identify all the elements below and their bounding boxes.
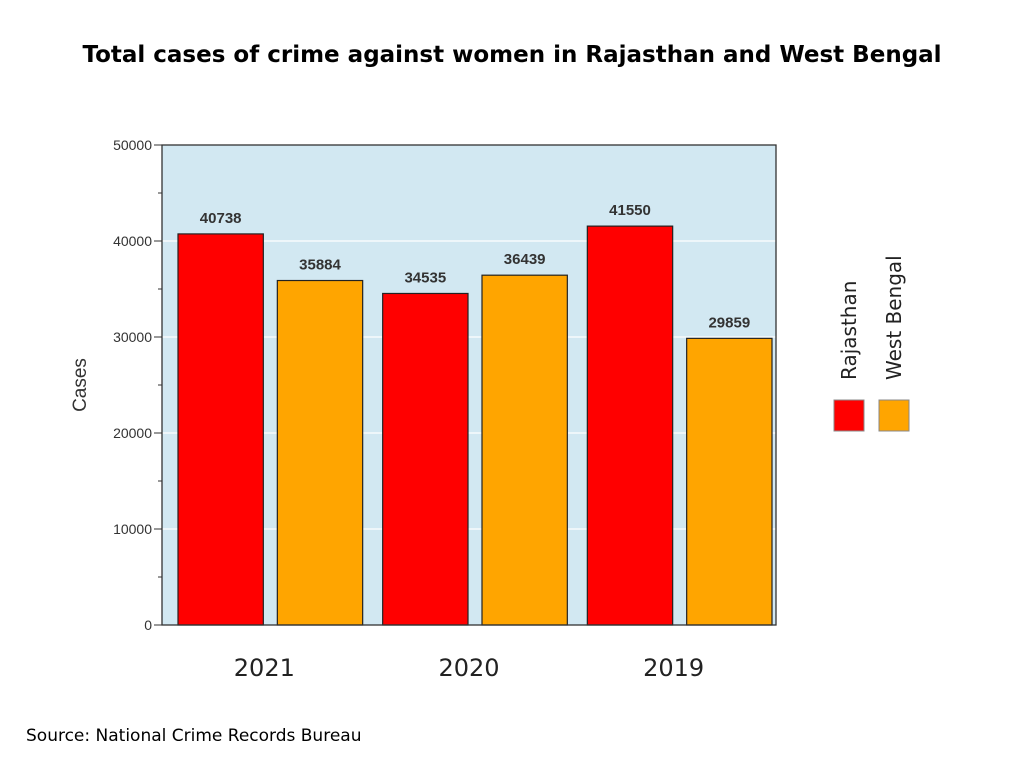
y-tick-label: 50000: [113, 137, 152, 153]
legend-swatch-west-bengal: [878, 399, 910, 432]
y-tick-label: 30000: [113, 329, 152, 345]
plot-area: 0 10000 20000 30000 40000 50000 Cases 40738 3588…: [70, 137, 777, 682]
legend-label: Rajasthan: [837, 281, 861, 380]
bar-value-label: 36439: [504, 251, 546, 268]
source-note: Source: National Crime Records Bureau: [26, 726, 362, 746]
bar-rajasthan-2019: [586, 225, 674, 626]
bar-value-label: 41550: [609, 202, 651, 219]
chart-title: Total cases of crime against women in Ra…: [82, 42, 942, 68]
bar-rajasthan-2021: [177, 233, 264, 626]
y-tick-label: 0: [144, 617, 152, 633]
bar-value-label: 34535: [404, 269, 446, 286]
bar-rajasthan-2020: [382, 292, 469, 626]
x-category-label: 2020: [438, 654, 499, 682]
bar-value-label: 29859: [708, 314, 750, 331]
bar-west-bengal-2020: [481, 274, 568, 626]
y-tick-label: 40000: [113, 233, 152, 249]
plot-background: [162, 145, 776, 625]
x-category-label: 2021: [234, 654, 295, 682]
legend: Rajasthan West Bengal: [833, 255, 910, 432]
y-axis-label: Cases: [70, 358, 91, 412]
legend-label: West Bengal: [882, 255, 906, 380]
bar-west-bengal-2019: [686, 337, 773, 626]
y-tick-label: 20000: [113, 425, 152, 441]
bar-west-bengal-2021: [276, 279, 364, 626]
x-category-label: 2019: [643, 654, 704, 682]
bar-value-label: 35884: [299, 257, 341, 274]
y-tick-label: 10000: [113, 521, 152, 537]
plot-frame: [161, 144, 777, 626]
legend-swatch-rajasthan: [833, 399, 865, 432]
bar-value-label: 40738: [200, 210, 242, 227]
